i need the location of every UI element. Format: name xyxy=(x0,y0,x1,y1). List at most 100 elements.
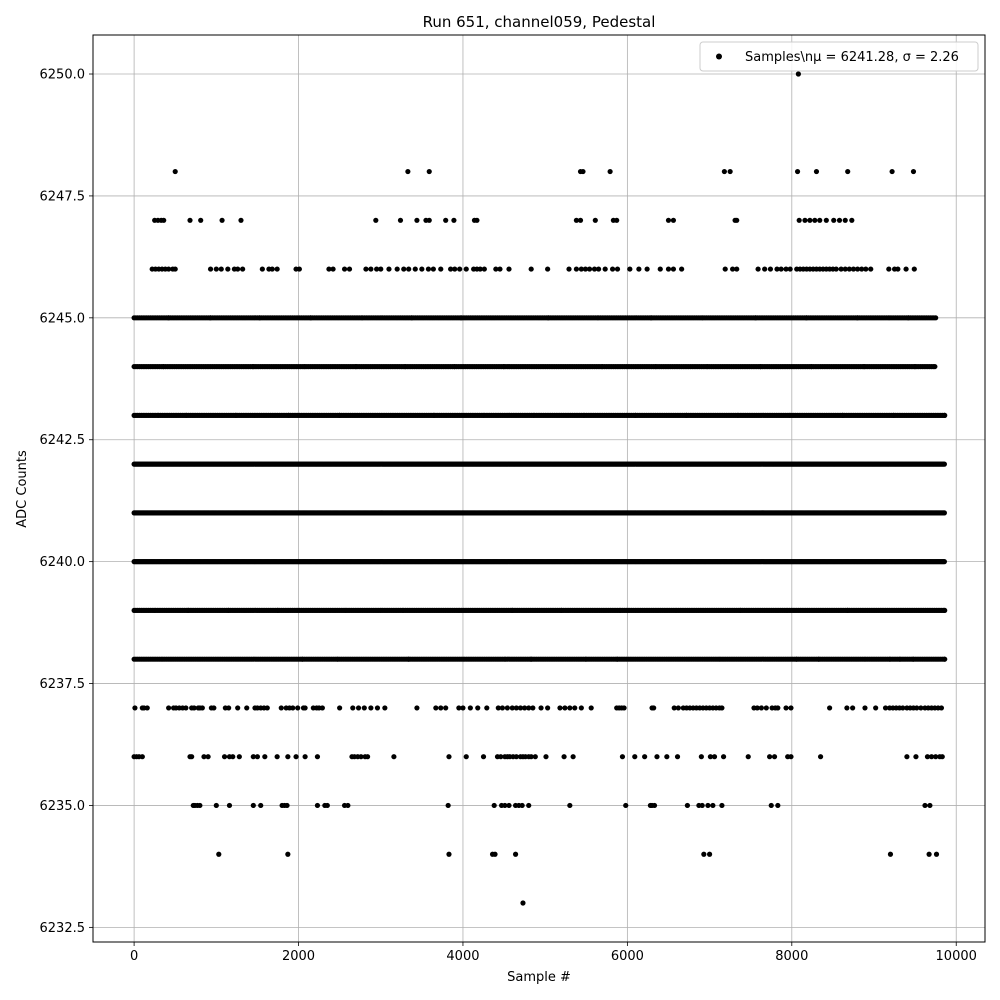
data-point xyxy=(528,266,534,272)
data-point xyxy=(831,217,837,223)
data-point xyxy=(480,754,487,760)
data-point xyxy=(591,266,598,272)
data-point xyxy=(530,705,536,711)
data-point xyxy=(895,266,901,272)
data-point xyxy=(319,705,325,711)
data-point xyxy=(346,266,353,272)
data-point xyxy=(767,266,774,272)
data-point xyxy=(767,754,773,760)
data-point xyxy=(836,217,843,223)
data-point xyxy=(596,266,602,272)
data-point xyxy=(859,266,865,272)
data-point xyxy=(607,168,613,175)
data-point xyxy=(873,705,879,711)
data-point xyxy=(734,266,740,272)
data-point xyxy=(364,754,371,760)
data-point xyxy=(495,705,501,711)
data-point xyxy=(526,802,532,809)
data-point xyxy=(941,510,947,516)
data-point xyxy=(758,705,764,711)
data-point xyxy=(330,266,336,272)
data-point xyxy=(235,266,241,272)
data-point xyxy=(545,705,551,711)
data-point xyxy=(671,705,677,711)
data-point xyxy=(502,802,508,809)
data-point xyxy=(425,266,432,272)
data-point xyxy=(221,754,228,760)
data-point xyxy=(545,266,551,272)
data-point xyxy=(562,705,568,711)
data-point xyxy=(446,754,452,760)
data-point xyxy=(302,754,308,760)
data-point xyxy=(933,851,940,857)
data-point xyxy=(132,705,138,711)
data-point xyxy=(701,851,707,857)
data-point xyxy=(580,168,586,175)
data-point xyxy=(226,802,233,809)
data-point xyxy=(350,705,356,711)
data-point xyxy=(481,266,487,272)
data-point xyxy=(201,754,207,760)
data-point xyxy=(189,754,195,760)
data-point xyxy=(941,559,947,565)
data-point xyxy=(886,266,892,272)
data-point xyxy=(414,705,420,711)
data-point xyxy=(577,217,584,223)
data-point xyxy=(926,851,932,857)
data-point xyxy=(139,754,145,760)
data-point xyxy=(512,851,519,857)
data-point xyxy=(720,754,727,760)
data-point xyxy=(566,266,572,272)
data-point xyxy=(337,705,343,711)
data-point xyxy=(788,754,794,760)
data-point xyxy=(492,851,498,857)
data-point xyxy=(679,266,685,272)
data-point xyxy=(787,266,793,272)
chart-title: Run 651, channel059, Pedestal xyxy=(423,13,656,31)
data-point xyxy=(932,363,938,370)
data-point xyxy=(284,802,290,809)
data-point xyxy=(768,802,774,809)
data-point xyxy=(665,217,672,223)
data-point xyxy=(813,168,820,175)
data-point xyxy=(452,266,458,272)
data-point xyxy=(941,461,947,467)
data-point xyxy=(942,656,948,662)
data-point xyxy=(614,266,621,272)
data-point xyxy=(207,266,214,272)
data-point xyxy=(497,266,503,272)
data-point xyxy=(262,754,268,760)
data-point xyxy=(727,168,733,175)
x-tick-label: 0 xyxy=(130,949,138,964)
data-point xyxy=(567,705,573,711)
data-point xyxy=(172,168,178,175)
data-point xyxy=(451,217,457,223)
data-point xyxy=(491,802,497,809)
axis-ticks: 0 2000 4000 6000 8000 100006232.56235.06237.5… xyxy=(40,68,977,964)
data-point xyxy=(538,705,544,711)
data-point xyxy=(419,266,425,272)
data-point xyxy=(457,266,463,272)
data-point xyxy=(838,266,844,272)
data-point xyxy=(911,266,917,272)
data-point xyxy=(651,802,658,809)
data-point xyxy=(368,705,374,711)
data-point xyxy=(463,754,469,760)
data-point xyxy=(526,705,532,711)
data-point xyxy=(657,266,663,272)
data-point xyxy=(755,266,761,272)
data-point xyxy=(172,266,178,272)
y-axis-label: ADC Counts xyxy=(15,450,30,528)
data-point xyxy=(699,802,705,809)
data-point xyxy=(794,168,801,175)
data-point xyxy=(295,705,301,711)
data-point xyxy=(942,412,948,418)
data-point xyxy=(290,705,296,711)
data-point xyxy=(513,705,519,711)
data-point xyxy=(734,217,740,223)
data-point xyxy=(368,266,374,272)
data-point xyxy=(868,266,874,272)
data-point xyxy=(438,705,444,711)
legend: Samples\nμ = 6241.28, σ = 2.26 xyxy=(699,41,979,72)
data-point xyxy=(426,168,432,175)
